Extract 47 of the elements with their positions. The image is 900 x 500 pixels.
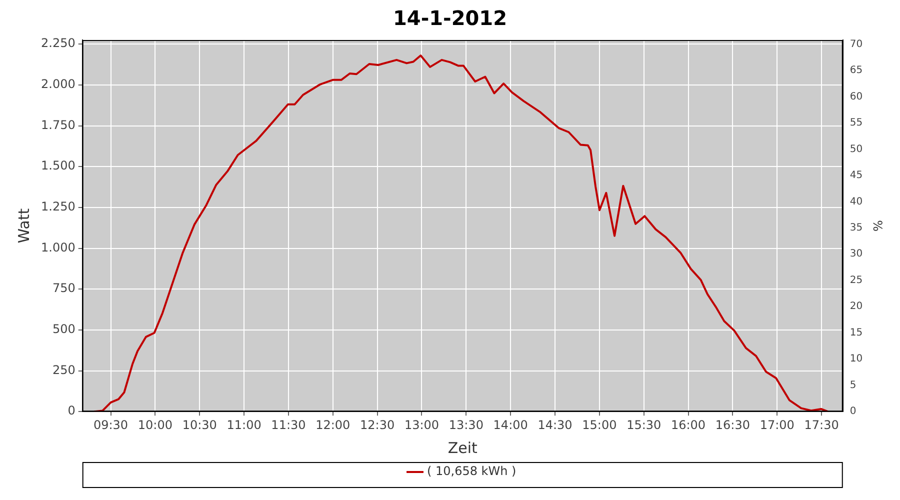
x-tick-label: 10:00 <box>138 418 173 432</box>
legend-label: ( 10,658 kWh ) <box>427 464 516 478</box>
x-tick-label: 14:00 <box>493 418 528 432</box>
x-tick-label: 15:30 <box>626 418 662 432</box>
y-axis-title: Watt <box>14 208 33 244</box>
y-tick-label: 250 <box>52 362 76 377</box>
y-tick-label: 2.250 <box>40 36 76 50</box>
x-tick-label: 13:30 <box>448 418 484 432</box>
x-tick-label: 12:00 <box>316 418 350 432</box>
x-tick-label: 11:30 <box>271 418 306 432</box>
x-tick-label: 17:30 <box>804 418 839 432</box>
y2-tick-label: 20 <box>850 301 863 312</box>
y-tick-label: 0 <box>68 404 76 418</box>
x-tick-label: 16:00 <box>670 418 706 432</box>
x-tick-label: 14:30 <box>538 418 572 432</box>
x-tick-label: 12:30 <box>360 418 395 432</box>
x-tick-label: 09:30 <box>93 418 128 432</box>
y2-tick-label: 5 <box>850 380 856 391</box>
y2-tick-label: 65 <box>850 65 863 76</box>
x-tick-label: 10:30 <box>182 418 217 432</box>
y2-tick-label: 50 <box>850 144 863 155</box>
y2-tick-label: 45 <box>850 170 863 182</box>
y2-tick-label: 15 <box>850 327 863 338</box>
y2-tick-label: 0 <box>850 406 856 418</box>
y-tick-label: 750 <box>52 281 76 296</box>
y2-tick-label: 35 <box>850 222 863 234</box>
x-tick-label: 17:00 <box>760 418 794 432</box>
y2-tick-label: 40 <box>850 196 863 208</box>
x-tick-label: 13:00 <box>404 418 440 432</box>
y-tick-label: 2.000 <box>40 77 76 92</box>
x-tick-label: 11:00 <box>226 418 262 432</box>
y2-tick-label: 60 <box>850 91 863 102</box>
y-tick-label: 1.750 <box>40 118 76 132</box>
y2-tick-label: 55 <box>850 118 863 129</box>
y-tick-label: 1.000 <box>40 240 76 254</box>
x-tick-label: 16:30 <box>715 418 750 432</box>
y2-tick-label: 30 <box>850 248 863 260</box>
y-tick-label: 1.500 <box>40 158 76 173</box>
x-axis-title: Zeit <box>448 438 478 457</box>
y2-axis-title: % <box>870 220 885 232</box>
y2-tick-label: 10 <box>850 354 863 365</box>
y2-tick-label: 25 <box>850 274 863 286</box>
x-tick-label: 15:00 <box>582 418 617 432</box>
y-tick-label: 1.250 <box>40 200 76 214</box>
chart-title: 14-1-2012 <box>392 6 508 30</box>
y2-tick-label: 70 <box>850 38 863 50</box>
y-tick-label: 500 <box>52 322 76 336</box>
